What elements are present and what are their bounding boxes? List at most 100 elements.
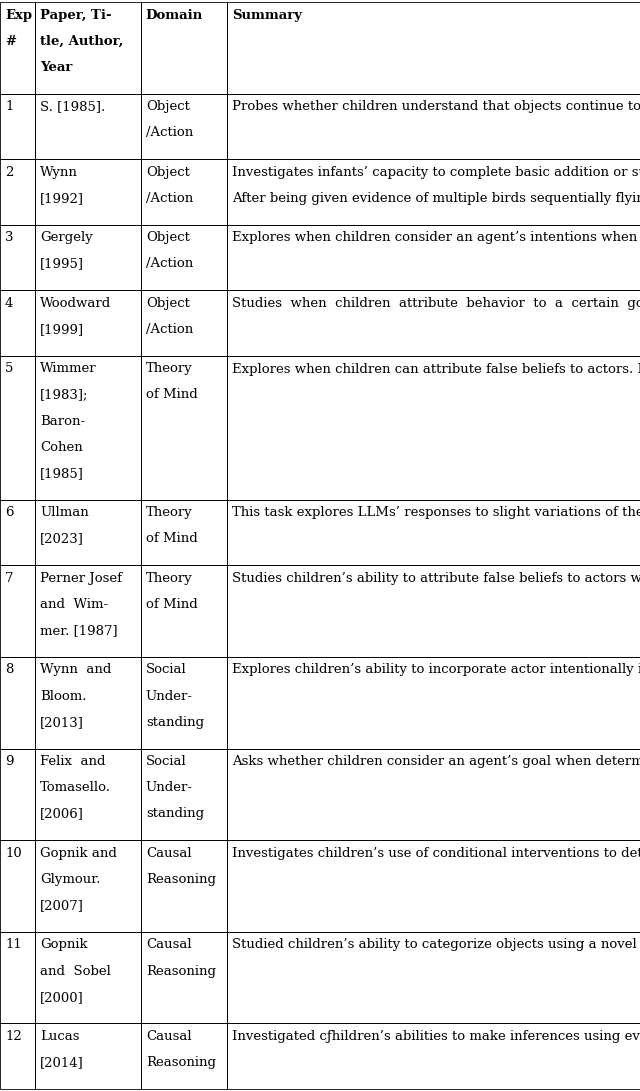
Text: 7: 7 [5,572,13,585]
Text: Summary: Summary [232,9,302,22]
Text: Asks whether children consider an agent’s goal when determin-ing whether to help: Asks whether children consider an agent’… [232,755,640,768]
Bar [0,840,35,932]
Bar [227,932,640,1023]
Text: Studies children’s ability to attribute false beliefs to actors when the partici: Studies children’s ability to attribute … [232,572,640,585]
Text: 9: 9 [5,755,13,768]
Bar [227,565,640,657]
Text: Lucas: Lucas [40,1030,80,1043]
Bar [35,748,141,840]
Bar [227,500,640,565]
Text: Tomasello.: Tomasello. [40,781,111,794]
Text: mer. [1987]: mer. [1987] [40,624,118,637]
Text: 12: 12 [5,1030,22,1043]
Text: Baron-: Baron- [40,415,85,428]
Text: tle, Author,: tle, Author, [40,35,124,48]
Text: Gopnik and: Gopnik and [40,847,117,860]
Bar [227,1023,640,1089]
Bar [141,840,227,932]
Text: standing: standing [146,807,204,820]
Bar [141,356,227,500]
Bar [35,500,141,565]
Text: [1983];: [1983]; [40,388,89,401]
Bar [35,932,141,1023]
Text: 2: 2 [5,166,13,179]
Bar [227,2,640,94]
Bar [141,159,227,225]
Text: 4: 4 [5,297,13,310]
Text: Object: Object [146,100,189,113]
Bar [141,748,227,840]
Bar [0,159,35,225]
Text: Cohen: Cohen [40,441,83,454]
Text: Studies  when  children  attribute  behavior  to  a  certain  goal. LaMDA was gi: Studies when children attribute behavior… [232,297,640,310]
Text: [1985]: [1985] [40,467,84,480]
Text: Theory: Theory [146,572,193,585]
Bar [35,840,141,932]
Text: /Action: /Action [146,192,193,205]
Text: [1995]: [1995] [40,257,84,271]
Text: Exp: Exp [5,9,32,22]
Text: Causal: Causal [146,847,191,860]
Text: standing: standing [146,716,204,729]
Text: [2000]: [2000] [40,991,84,1004]
Text: Object: Object [146,297,189,310]
Bar [0,356,35,500]
Text: Theory: Theory [146,506,193,519]
Bar [141,932,227,1023]
Text: Under-: Under- [146,690,193,703]
Text: Year: Year [40,61,72,74]
Text: Gopnik: Gopnik [40,938,88,951]
Text: Ullman: Ullman [40,506,89,519]
Bar [35,565,141,657]
Text: Causal: Causal [146,938,191,951]
Text: Object: Object [146,231,189,244]
Text: 3: 3 [5,231,13,244]
Text: Paper, Ti-: Paper, Ti- [40,9,112,22]
Text: [2013]: [2013] [40,716,84,729]
Bar [35,290,141,356]
Text: Glymour.: Glymour. [40,873,100,886]
Text: Explores children’s ability to incorporate actor intentionally into social evalu: Explores children’s ability to incorpora… [232,663,640,676]
Text: Perner Josef: Perner Josef [40,572,122,585]
Text: Studied children’s ability to categorize objects using a novel causal mechanism : Studied children’s ability to categorize… [232,938,640,951]
Text: Causal: Causal [146,1030,191,1043]
Bar [0,1023,35,1089]
Text: [1992]: [1992] [40,192,84,205]
Bar [141,500,227,565]
Text: 10: 10 [5,847,22,860]
Text: Reasoning: Reasoning [146,1056,216,1069]
Bar [0,500,35,565]
Text: Theory: Theory [146,362,193,375]
Text: Woodward: Woodward [40,297,111,310]
Text: Wynn  and: Wynn and [40,663,111,676]
Text: S. [1985].: S. [1985]. [40,100,106,113]
Bar [141,657,227,748]
Bar [35,2,141,94]
Text: /Action: /Action [146,127,193,140]
Text: [2014]: [2014] [40,1056,84,1069]
Text: Reasoning: Reasoning [146,873,216,886]
Bar [35,94,141,159]
Text: 8: 8 [5,663,13,676]
Text: Gergely: Gergely [40,231,93,244]
Text: and  Sobel: and Sobel [40,964,111,978]
Text: 6: 6 [5,506,13,519]
Bar [0,94,35,159]
Text: Domain: Domain [146,9,203,22]
Bar [141,290,227,356]
Text: of Mind: of Mind [146,598,198,611]
Text: This task explores LLMs’ responses to slight variations of the above task.: This task explores LLMs’ responses to sl… [232,506,640,519]
Bar [227,94,640,159]
Text: #: # [5,35,16,48]
Text: Wynn: Wynn [40,166,78,179]
Text: Wimmer: Wimmer [40,362,97,375]
Bar [141,1023,227,1089]
Bar [227,225,640,290]
Bar [35,159,141,225]
Bar [141,565,227,657]
Bar [0,932,35,1023]
Bar [0,657,35,748]
Bar [35,657,141,748]
Text: Object: Object [146,166,189,179]
Bar [141,225,227,290]
